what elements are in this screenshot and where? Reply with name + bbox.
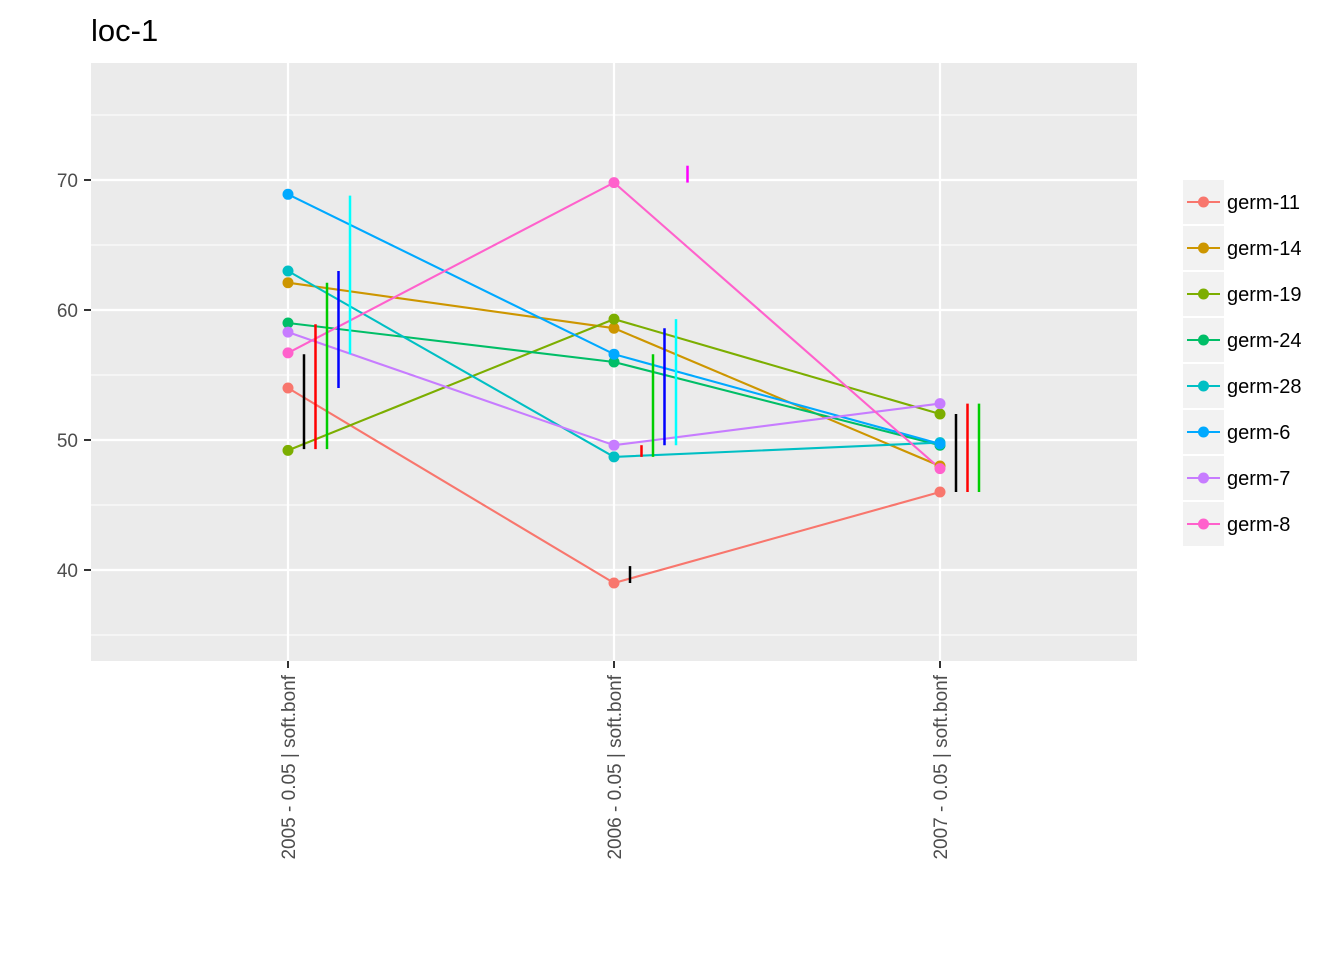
- legend-key-point: [1198, 334, 1209, 346]
- legend-item-germ-8: germ-8: [1183, 502, 1290, 546]
- legend-label: germ-19: [1227, 284, 1301, 306]
- y-tick-label: 40: [57, 561, 78, 582]
- data-point-germ-6: [934, 438, 946, 450]
- x-tick-label: 2007 - 0.05 | soft.bonf: [931, 674, 952, 859]
- legend-key-point: [1198, 196, 1209, 208]
- series-points: [282, 177, 946, 589]
- legend-key-point: [1198, 472, 1209, 484]
- legend-label: germ-7: [1227, 468, 1290, 490]
- data-point-germ-24: [282, 317, 294, 329]
- data-point-germ-7: [934, 398, 946, 410]
- legend-item-germ-19: germ-19: [1183, 272, 1301, 316]
- data-point-germ-7: [608, 439, 620, 451]
- legend-item-germ-7: germ-7: [1183, 456, 1290, 500]
- data-point-germ-19: [934, 408, 946, 420]
- x-tick-label: 2005 - 0.05 | soft.bonf: [279, 674, 300, 859]
- data-point-germ-8: [608, 177, 620, 189]
- legend-item-germ-14: germ-14: [1183, 226, 1301, 270]
- legend-key-point: [1198, 518, 1209, 530]
- legend-label: germ-8: [1227, 514, 1290, 536]
- data-point-germ-11: [282, 382, 294, 394]
- legend-label: germ-24: [1227, 330, 1301, 352]
- x-tick-label: 2006 - 0.05 | soft.bonf: [605, 674, 626, 859]
- data-point-germ-28: [282, 265, 294, 277]
- legend-key-point: [1198, 426, 1209, 438]
- data-point-germ-19: [608, 313, 620, 325]
- error-bars: [302, 165, 981, 583]
- legend-item-germ-11: germ-11: [1183, 180, 1300, 224]
- legend-label: germ-14: [1227, 238, 1301, 260]
- x-axis: 2005 - 0.05 | soft.bonf 2006 - 0.05 | sof…: [279, 661, 952, 860]
- legend-label: germ-28: [1227, 376, 1301, 398]
- data-point-germ-11: [934, 486, 946, 498]
- y-axis: 40 50 60 70: [57, 171, 91, 582]
- legend-label: germ-6: [1227, 422, 1290, 444]
- legend-item-germ-28: germ-28: [1183, 364, 1301, 408]
- data-point-germ-14: [608, 322, 620, 334]
- data-point-germ-11: [608, 577, 620, 589]
- y-tick-label: 60: [57, 301, 78, 322]
- legend-key-point: [1198, 242, 1209, 254]
- legend-key-point: [1198, 380, 1209, 392]
- legend-item-germ-24: germ-24: [1183, 318, 1301, 362]
- data-point-germ-14: [282, 277, 294, 289]
- legend: germ-11 germ-14 germ-19 germ-24 germ-28 germ-…: [1183, 180, 1301, 546]
- data-point-germ-8: [282, 347, 294, 359]
- data-point-germ-7: [282, 326, 294, 338]
- data-point-germ-28: [608, 451, 620, 463]
- chart-title: loc-1: [91, 13, 158, 48]
- data-point-germ-8: [934, 463, 946, 475]
- legend-key-point: [1198, 288, 1209, 300]
- legend-item-germ-6: germ-6: [1183, 410, 1290, 454]
- data-point-germ-6: [282, 188, 294, 200]
- data-point-germ-24: [608, 356, 620, 368]
- y-tick-label: 50: [57, 431, 78, 452]
- data-point-germ-6: [608, 348, 620, 360]
- data-point-germ-19: [282, 444, 294, 456]
- legend-label: germ-11: [1227, 192, 1300, 214]
- y-tick-label: 70: [57, 171, 78, 192]
